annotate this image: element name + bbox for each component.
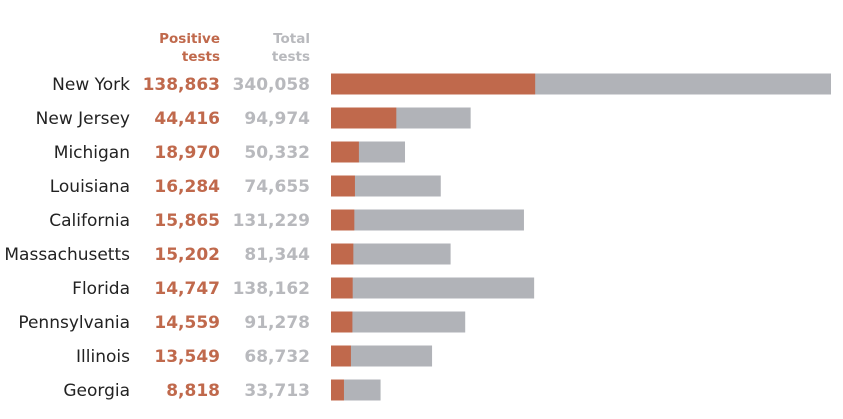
row-pennsylvania: Pennsylvania 14,559 91,278	[18, 311, 466, 333]
positive-tests-bar	[331, 107, 397, 129]
positive-tests-value: 13,549	[154, 347, 220, 367]
total-tests-value: 50,332	[244, 143, 310, 163]
state-label: New York	[52, 75, 130, 95]
positive-tests-value: 18,970	[154, 143, 220, 163]
positive-tests-bar	[331, 175, 355, 197]
positive-tests-value: 138,863	[143, 75, 220, 95]
total-tests-value: 138,162	[233, 279, 310, 299]
row-california: California 15,865 131,229	[49, 209, 524, 231]
state-label: Georgia	[63, 381, 130, 401]
total-tests-bar	[331, 243, 451, 265]
positive-tests-bar	[331, 243, 354, 265]
positive-tests-bar	[331, 379, 344, 401]
positive-tests-value: 8,818	[166, 381, 220, 401]
positive-tests-bar	[331, 209, 355, 231]
header-positive-line1: Positive	[159, 31, 220, 47]
positive-tests-value: 44,416	[154, 109, 220, 129]
total-tests-value: 33,713	[244, 381, 310, 401]
header-total-line1: Total	[273, 31, 310, 47]
total-tests-value: 340,058	[233, 75, 310, 95]
state-label: New Jersey	[36, 109, 130, 129]
positive-tests-value: 14,559	[154, 313, 220, 333]
state-label: Illinois	[76, 347, 130, 367]
state-label: Pennsylvania	[18, 313, 130, 333]
row-new-jersey: New Jersey 44,416 94,974	[36, 107, 471, 129]
state-label: Michigan	[54, 143, 130, 163]
positive-tests-value: 15,865	[154, 211, 220, 231]
positive-tests-bar	[331, 141, 359, 163]
row-new-york: New York 138,863 340,058	[52, 73, 831, 95]
total-tests-bar	[331, 311, 466, 333]
row-michigan: Michigan 18,970 50,332	[54, 141, 406, 163]
total-tests-value: 91,278	[244, 313, 310, 333]
positive-tests-bar	[331, 73, 536, 95]
total-tests-value: 94,974	[244, 109, 310, 129]
row-georgia: Georgia 8,818 33,713	[63, 379, 381, 401]
total-tests-value: 74,655	[244, 177, 310, 197]
positive-tests-bar	[331, 311, 353, 333]
total-tests-bar	[331, 209, 524, 231]
total-tests-bar	[331, 345, 433, 367]
row-florida: Florida 14,747 138,162	[72, 277, 535, 299]
state-label: Louisiana	[50, 177, 130, 197]
positive-tests-value: 16,284	[154, 177, 220, 197]
total-tests-bar	[331, 277, 535, 299]
positive-tests-value: 15,202	[154, 245, 220, 265]
header-total-line2: tests	[272, 49, 310, 65]
state-label: Florida	[72, 279, 130, 299]
positive-tests-bar	[331, 277, 353, 299]
total-tests-value: 81,344	[244, 245, 310, 265]
positive-tests-bar	[331, 345, 351, 367]
row-illinois: Illinois 13,549 68,732	[76, 345, 433, 367]
header-positive-line2: tests	[182, 49, 220, 65]
row-louisiana: Louisiana 16,284 74,655	[50, 175, 441, 197]
state-label: Massachusetts	[4, 245, 130, 265]
total-tests-value: 131,229	[233, 211, 310, 231]
positive-tests-value: 14,747	[154, 279, 220, 299]
state-label: California	[49, 211, 130, 231]
chart-rows: New York 138,863 340,058 New Jersey 44,416 94…	[4, 73, 831, 401]
total-tests-value: 68,732	[244, 347, 310, 367]
row-massachusetts: Massachusetts 15,202 81,344	[4, 243, 451, 265]
total-tests-bar	[331, 175, 441, 197]
column-headers: Positive tests Total tests	[159, 31, 310, 65]
